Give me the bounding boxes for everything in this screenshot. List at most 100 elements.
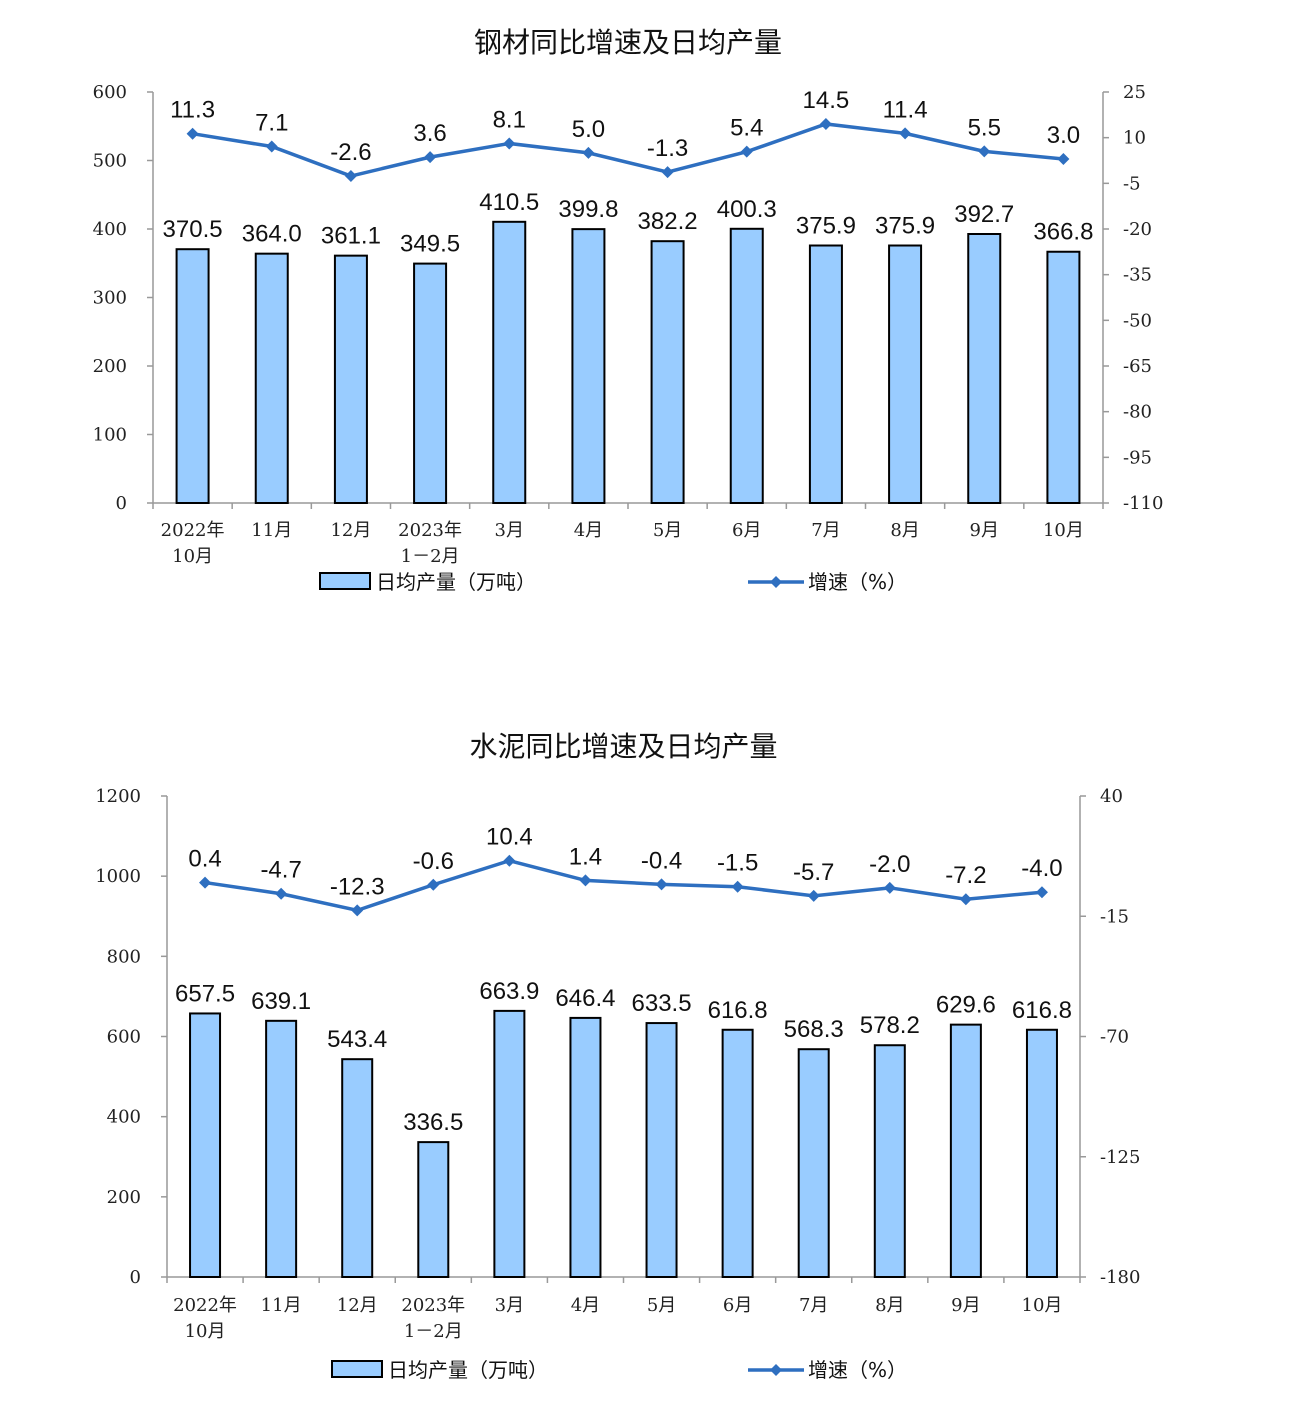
steel-category-label: 10月 <box>172 546 213 567</box>
cement-growth-point <box>883 881 896 894</box>
steel-bar-label: 349.5 <box>400 231 460 258</box>
steel-bar-label: 400.3 <box>717 196 777 223</box>
steel-growth-point <box>661 166 674 179</box>
cement-growth-point <box>959 893 972 906</box>
cement-right-tick-label: -15 <box>1100 906 1129 927</box>
cement-bar-label: 646.4 <box>555 985 615 1012</box>
cement-growth-point <box>1035 886 1048 899</box>
steel-legend-bar-label: 日均产量（万吨） <box>376 570 536 594</box>
cement-left-tick-label: 400 <box>107 1107 141 1128</box>
cement-growth-point <box>427 878 440 891</box>
cement-category-label: 5月 <box>647 1295 676 1316</box>
cement-left-tick-label: 600 <box>107 1027 141 1048</box>
cement-growth-point <box>731 880 744 893</box>
cement-growth-point <box>199 876 212 889</box>
steel-growth-label: 8.1 <box>493 106 526 133</box>
cement-right-tick-label: 40 <box>1100 786 1123 807</box>
cement-growth-label: -0.6 <box>413 848 454 875</box>
cement-bar-label: 578.2 <box>860 1012 920 1039</box>
steel-category-label: 9月 <box>970 520 999 541</box>
steel-category-label: 12月 <box>330 520 371 541</box>
cement-bar <box>493 1009 526 1278</box>
steel-category-label: 10月 <box>1043 520 1084 541</box>
steel-right-tick-label: -35 <box>1123 265 1152 286</box>
cement-category-label: 9月 <box>951 1295 980 1316</box>
steel-right-tick-label: -80 <box>1123 402 1152 423</box>
cement-left-tick-label: 0 <box>130 1267 141 1288</box>
steel-right-tick-label: -110 <box>1123 493 1163 514</box>
cement-growth-point <box>655 878 668 891</box>
steel-category-label: 2022年 <box>161 520 225 541</box>
cement-bar-label: 657.5 <box>175 980 235 1007</box>
steel-bar-label: 392.7 <box>954 201 1014 228</box>
steel-bar <box>888 244 923 504</box>
steel-category-label: 8月 <box>890 520 919 541</box>
cement-growth-point <box>503 854 516 867</box>
steel-growth-label: 3.6 <box>413 120 446 147</box>
cement-growth-point <box>807 889 820 902</box>
steel-growth-point <box>1057 152 1070 165</box>
steel-growth-label: 7.1 <box>255 109 288 136</box>
steel-left-tick-label: 500 <box>93 151 127 172</box>
steel-bar-label: 375.9 <box>796 213 856 240</box>
cement-growth-label: -4.0 <box>1021 855 1062 882</box>
steel-bar <box>808 244 843 504</box>
steel-chart: 钢材同比增速及日均产量 0 100 200 300 400 500 600 -110 -95 -80… <box>0 0 1295 640</box>
cement-category-label: 8月 <box>875 1295 904 1316</box>
steel-bar <box>175 248 210 504</box>
steel-bar <box>492 220 527 504</box>
cement-bar-label: 616.8 <box>708 997 768 1024</box>
steel-bar-label: 382.2 <box>638 208 698 235</box>
cement-bar <box>645 1022 678 1278</box>
steel-growth-point <box>424 151 437 164</box>
cement-category-label: 2022年 <box>173 1295 237 1316</box>
steel-growth-label: 5.0 <box>572 116 605 143</box>
cement-chart-svg: 水泥同比增速及日均产量 0 200 400 600 800 1000 1200 -180 -125… <box>95 730 1140 1382</box>
cement-category-label: 10月 <box>1022 1295 1063 1316</box>
steel-growth-label: 11.4 <box>883 96 928 123</box>
steel-growth-label: 11.3 <box>170 97 215 124</box>
steel-right-tick-label: 25 <box>1123 82 1146 103</box>
cement-bar <box>265 1019 298 1278</box>
steel-title: 钢材同比增速及日均产量 <box>474 26 782 59</box>
cement-title: 水泥同比增速及日均产量 <box>469 730 777 763</box>
cement-category-label: 12月 <box>337 1295 378 1316</box>
steel-growth-label: -2.6 <box>330 139 371 166</box>
cement-right-tick-label: -125 <box>1100 1147 1140 1168</box>
cement-legend-bar-swatch <box>331 1360 383 1378</box>
steel-bar <box>254 252 289 504</box>
cement-bar <box>949 1023 982 1279</box>
cement-growth-label: -12.3 <box>330 873 385 900</box>
steel-category-label: 11月 <box>251 520 292 541</box>
steel-legend-line-marker <box>770 576 782 588</box>
steel-growth-label: 5.5 <box>968 114 1001 141</box>
cement-left-tick-label: 800 <box>107 946 141 967</box>
cement-bar <box>797 1048 830 1278</box>
steel-legend-bar-swatch <box>319 572 371 590</box>
cement-growth-point <box>579 874 592 887</box>
steel-category-label: 1－2月 <box>401 546 460 567</box>
cement-category-label: 7月 <box>799 1295 828 1316</box>
steel-left-tick-label: 600 <box>93 82 127 103</box>
steel-growth-label: 14.5 <box>803 87 850 114</box>
cement-category-label: 4月 <box>571 1295 600 1316</box>
cement-bar <box>721 1028 754 1278</box>
cement-growth-label: -0.4 <box>641 847 682 874</box>
cement-category-label: 11月 <box>261 1295 302 1316</box>
cement-legend-bar-label: 日均产量（万吨） <box>388 1358 548 1382</box>
steel-growth-point <box>503 137 516 150</box>
cement-growth-label: -4.7 <box>260 857 301 884</box>
steel-left-tick-label: 400 <box>93 219 127 240</box>
cement-growth-label: 10.4 <box>486 824 533 851</box>
steel-category-label: 3月 <box>495 520 524 541</box>
steel-right-tick-label: -5 <box>1123 173 1141 194</box>
steel-bar-label: 375.9 <box>875 213 935 240</box>
cement-growth-point <box>275 887 288 900</box>
steel-category-label: 2023年 <box>398 520 462 541</box>
steel-growth-point <box>899 127 912 140</box>
steel-left-tick-label: 300 <box>93 288 127 309</box>
cement-right-tick-label: -70 <box>1100 1027 1129 1048</box>
cement-bar-label: 336.5 <box>403 1109 463 1136</box>
cement-growth-label: -1.5 <box>717 850 758 877</box>
steel-bar <box>413 262 448 504</box>
